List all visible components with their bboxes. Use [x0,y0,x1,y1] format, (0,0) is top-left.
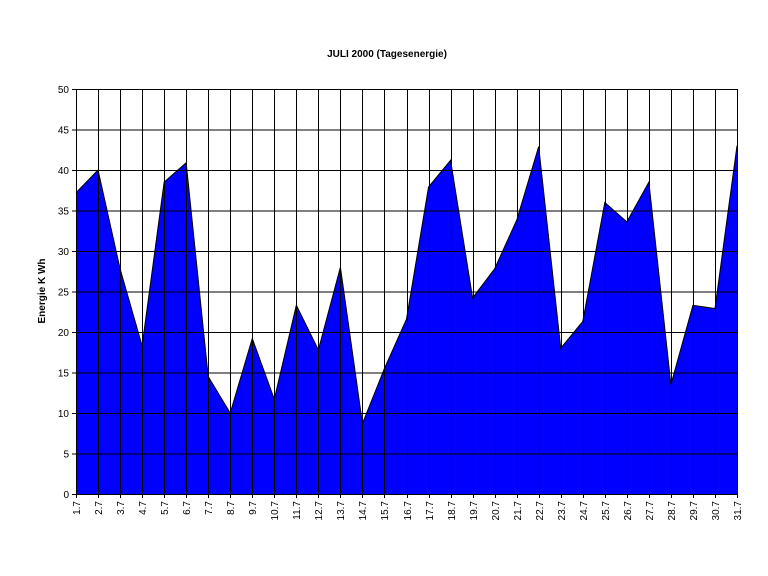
y-tick-label: 10 [58,409,70,420]
x-tick-label: 9.7 [248,501,259,515]
x-tick-label: 28.7 [667,501,678,521]
x-tick-label: 26.7 [623,501,634,521]
chart-title: JULI 2000 (Tagesenergie) [327,49,447,60]
x-tick-label: 3.7 [116,501,127,515]
y-tick-label: 15 [58,369,70,380]
x-tick-label: 30.7 [711,501,722,521]
plot-border [76,89,738,495]
x-tick-label: 5.7 [160,501,171,515]
y-tick-label: 20 [58,328,70,339]
y-tick-label: 25 [58,288,70,299]
x-tick-label: 4.7 [138,501,149,515]
x-tick-label: 22.7 [535,501,546,521]
x-tick-label: 1.7 [72,501,83,515]
x-tick-label: 6.7 [182,501,193,515]
x-tick-label: 31.7 [733,501,744,521]
x-tick-label: 25.7 [601,501,612,521]
x-tick-label: 13.7 [336,501,347,521]
x-tick-label: 17.7 [425,501,436,521]
x-tick-label: 29.7 [689,501,700,521]
x-tick-label: 16.7 [403,501,414,521]
x-tick-label: 18.7 [447,501,458,521]
x-tick-label: 10.7 [270,501,281,521]
y-tick-label: 45 [58,126,70,137]
y-tick-labels: 0 5 10 15 20 25 30 35 40 45 50 [58,85,70,501]
series-area [75,145,738,494]
y-tick-label: 40 [58,166,70,177]
y-tick-label: 0 [63,490,69,501]
y-tick-label: 30 [58,247,70,258]
x-tick-label: 12.7 [314,501,325,521]
x-tick-label: 24.7 [579,501,590,521]
x-tick-label: 19.7 [469,501,480,521]
x-tick-labels: 1.7 2.7 3.7 4.7 5.7 6.7 7.7 8.7 9.7 10.7 11.7 12.7 1… [72,501,744,521]
axes [72,89,738,498]
x-tick-label: 7.7 [204,501,215,515]
x-tick-label: 20.7 [491,501,502,521]
x-tick-label: 11.7 [292,501,303,520]
x-tick-label: 23.7 [557,501,568,521]
y-axis-label: Energie K Wh [37,258,48,323]
y-tick-label: 35 [58,207,70,218]
x-tick-label: 8.7 [226,501,237,515]
x-tick-label: 27.7 [645,501,656,521]
y-tick-label: 5 [63,450,69,461]
x-tick-label: 2.7 [94,501,105,515]
grid [76,89,738,494]
x-tick-label: 15.7 [380,501,391,521]
y-tick-label: 50 [58,85,70,96]
x-tick-label: 14.7 [358,501,369,521]
x-tick-label: 21.7 [513,501,524,521]
